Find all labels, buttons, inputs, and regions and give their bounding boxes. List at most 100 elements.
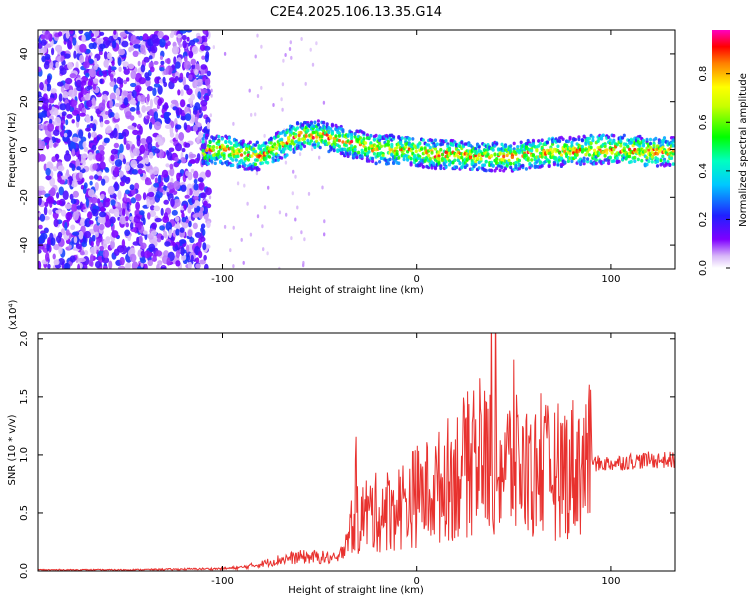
heatmap-cell (111, 40, 117, 49)
snr-series-line (38, 333, 675, 571)
heatmap-cell (547, 160, 551, 164)
heatmap-cell (201, 55, 206, 60)
x-tick-label: 0 (414, 576, 420, 587)
heatmap-cell (580, 138, 585, 142)
heatmap-cell (119, 143, 124, 153)
heatmap-cell (322, 100, 326, 105)
heatmap-cell (93, 64, 98, 71)
heatmap-cell (117, 57, 122, 66)
heatmap-cell (531, 138, 536, 143)
heatmap-cell (169, 167, 175, 177)
top-y-axis-label: Frequency (Hz) (7, 112, 18, 188)
heatmap-cell (295, 126, 300, 130)
heatmap-cell (537, 139, 541, 143)
heatmap-cell (204, 263, 209, 269)
heatmap-cell (128, 46, 133, 53)
heatmap-cell (204, 95, 210, 102)
heatmap-cell (44, 30, 51, 40)
heatmap-cell (103, 138, 110, 144)
heatmap-cell (55, 44, 63, 53)
heatmap-cell (297, 133, 301, 138)
heatmap-cell (134, 182, 140, 191)
heatmap-cell (495, 142, 499, 146)
heatmap-cell (378, 160, 382, 164)
heatmap-cell (136, 87, 140, 97)
heatmap-cell (318, 145, 322, 150)
colorbar-tick-label: 0.6 (698, 114, 709, 130)
heatmap-cell (71, 148, 76, 157)
heatmap-cell (72, 37, 77, 46)
heatmap-cell (607, 135, 611, 140)
heatmap-cell (70, 203, 78, 213)
heatmap-cell (668, 162, 672, 167)
heatmap-cell (208, 195, 212, 200)
heatmap-cell (353, 147, 357, 152)
heatmap-cell (187, 229, 193, 237)
heatmap-cell (531, 153, 536, 157)
heatmap-cell (94, 182, 99, 191)
heatmap-cell (175, 124, 182, 130)
heatmap-cell (388, 157, 392, 162)
heatmap-cell (117, 190, 122, 200)
heatmap-cell (544, 155, 548, 160)
heatmap-cell (636, 137, 640, 141)
heatmap-cell (136, 110, 141, 115)
heatmap-cell (369, 133, 373, 138)
heatmap-cell (123, 136, 127, 145)
heatmap-cell (406, 158, 410, 162)
heatmap-cell (137, 60, 141, 67)
heatmap-cell (621, 136, 625, 140)
heatmap-cell (633, 159, 637, 163)
heatmap-cell (264, 141, 268, 145)
heatmap-cell (39, 213, 46, 222)
heatmap-cell (144, 157, 150, 165)
heatmap-cell (212, 144, 216, 149)
heatmap-cell (181, 147, 186, 153)
heatmap-cell (311, 135, 315, 140)
heatmap-cell (337, 144, 341, 149)
heatmap-cell (89, 246, 97, 255)
heatmap-cell (320, 134, 324, 139)
heatmap-cell (72, 231, 80, 236)
heatmap-cell (102, 265, 108, 269)
heatmap-cell (300, 230, 303, 235)
heatmap-cell (64, 53, 71, 59)
heatmap-cell (136, 266, 142, 269)
heatmap-cell (427, 143, 431, 147)
colorbar-tick-label: 0.2 (698, 211, 709, 227)
heatmap-cell (113, 208, 120, 218)
heatmap-cell (91, 37, 96, 42)
heatmap-cell (577, 137, 581, 142)
snr-panel: -100 0 100 0.0 0.5 1.0 1.5 2.0 Height of strai… (7, 299, 676, 596)
heatmap-cell (148, 109, 154, 116)
heatmap-cell (129, 216, 135, 221)
heatmap-cell (145, 180, 152, 186)
heatmap-cell (276, 158, 280, 162)
heatmap-cell (153, 205, 161, 212)
heatmap-cell (78, 30, 84, 35)
heatmap-cell (281, 82, 285, 87)
heatmap-cell (198, 210, 204, 219)
heatmap-cell (248, 88, 251, 93)
heatmap-cell (79, 217, 86, 227)
heatmap-cell (489, 160, 494, 165)
heatmap-cell (173, 56, 177, 65)
heatmap-cell (341, 140, 345, 144)
heatmap-cell (509, 165, 513, 170)
heatmap-cell (129, 107, 136, 112)
heatmap-cell (289, 40, 292, 45)
y-tick-label: 2.0 (19, 331, 30, 347)
heatmap-cell (132, 50, 139, 57)
heatmap-cell (556, 144, 560, 149)
heatmap-cell (65, 229, 70, 236)
heatmap-cell (205, 136, 209, 140)
heatmap-cell (143, 230, 148, 235)
heatmap-cell (44, 44, 48, 53)
heatmap-cell (280, 97, 283, 102)
heatmap-cell (60, 84, 65, 93)
heatmap-cell (124, 216, 129, 222)
heatmap-cell (172, 241, 176, 247)
heatmap-cell (386, 161, 390, 166)
x-tick-label: -100 (211, 274, 234, 285)
heatmap-cell (414, 149, 418, 154)
